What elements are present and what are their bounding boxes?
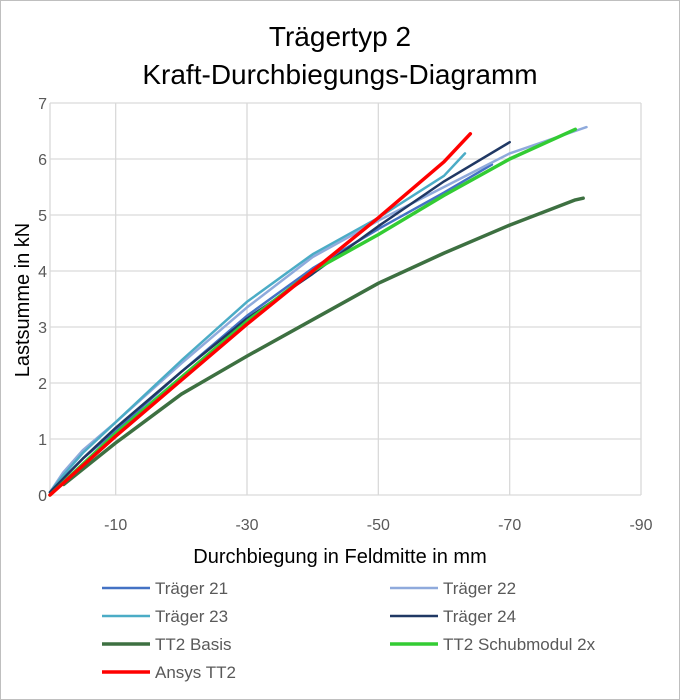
series-line-tt2-schubmodul-2x [48, 127, 578, 497]
y-tick-label: 1 [38, 432, 47, 449]
series-line-ansys-tt2 [48, 132, 473, 497]
legend-label-tt2-schubmodul-2x: TT2 Schubmodul 2x [443, 635, 596, 654]
y-tick-label: 4 [38, 264, 47, 281]
legend-label-tr-ger-24: Träger 24 [443, 607, 516, 626]
series-line-tr-ger-23 [48, 152, 467, 494]
chart-title-line-1: Trägertyp 2 [269, 21, 411, 52]
series-line-tr-ger-24 [48, 140, 511, 494]
y-tick-label: 0 [38, 488, 47, 505]
x-tick-label: -50 [367, 517, 390, 534]
series-line-tt2-basis [62, 196, 585, 487]
y-tick-label: 5 [38, 208, 47, 225]
x-axis-label: Durchbiegung in Feldmitte in mm [193, 546, 486, 568]
x-tick-label: -70 [498, 517, 521, 534]
x-tick-label: -90 [629, 517, 652, 534]
legend-label-ansys-tt2: Ansys TT2 [155, 663, 236, 682]
x-tick-label: -30 [235, 517, 258, 534]
legend-label-tr-ger-22: Träger 22 [443, 579, 516, 598]
legend-label-tt2-basis: TT2 Basis [155, 635, 232, 654]
y-tick-label: 7 [38, 96, 47, 113]
y-axis-label: Lastsumme in kN [12, 223, 34, 378]
x-tick-label: -10 [104, 517, 127, 534]
chart-title-line-2: Kraft-Durchbiegungs-Diagramm [142, 59, 537, 90]
y-tick-label: 3 [38, 320, 47, 337]
legend-label-tr-ger-23: Träger 23 [155, 607, 228, 626]
legend-label-tr-ger-21: Träger 21 [155, 579, 228, 598]
series-line-tr-ger-22 [48, 125, 588, 494]
y-tick-label: 6 [38, 152, 47, 169]
y-tick-label: 2 [38, 376, 47, 393]
